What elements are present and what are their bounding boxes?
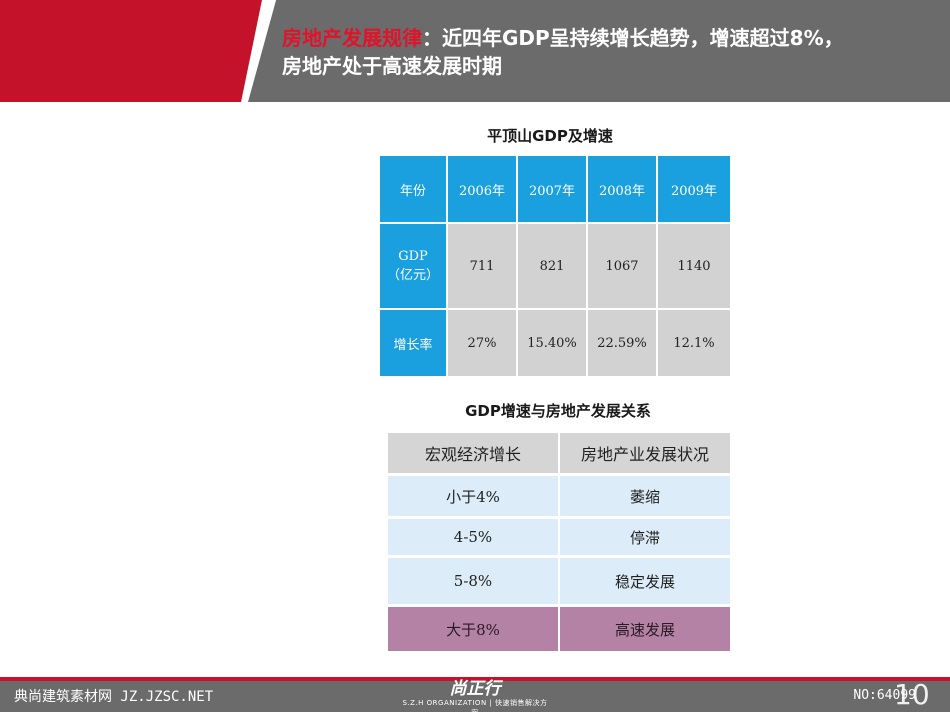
table-row: 4-5% 停滞 bbox=[388, 519, 730, 555]
table-row-highlight: 大于8% 高速发展 bbox=[388, 607, 730, 651]
table-cell: 711 bbox=[448, 224, 516, 308]
table-cell: 萎缩 bbox=[560, 476, 730, 516]
table-cell: 停滞 bbox=[560, 519, 730, 555]
gdp-table: 年份 2006年 2007年 2008年 2009年 GDP （亿元） 711 … bbox=[378, 154, 732, 378]
relation-table: 宏观经济增长 房地产业发展状况 小于4% 萎缩 4-5% 停滞 5-8% 稳定发… bbox=[386, 430, 732, 654]
table-row: 小于4% 萎缩 bbox=[388, 476, 730, 516]
table-row: 5-8% 稳定发展 bbox=[388, 558, 730, 604]
slide-title: 房地产发展规律：近四年GDP呈持续增长趋势，增速超过8%， 房地产处于高速发展时… bbox=[282, 24, 932, 80]
table-cell: 12.1% bbox=[658, 310, 730, 376]
table-cell: 稳定发展 bbox=[560, 558, 730, 604]
row-label-growth: 增长率 bbox=[380, 310, 446, 376]
header-cell: 年份 bbox=[380, 156, 446, 222]
header-cell: 2009年 bbox=[658, 156, 730, 222]
table-cell: 821 bbox=[518, 224, 586, 308]
table-cell: 1067 bbox=[588, 224, 656, 308]
header-red-block bbox=[0, 0, 262, 102]
header-cell: 宏观经济增长 bbox=[388, 433, 558, 473]
logo-subtitle: S.Z.H ORGANIZATION | 快速销售解决方案 bbox=[402, 699, 548, 717]
table-row: GDP （亿元） 711 821 1067 1140 bbox=[380, 224, 730, 308]
footer-red-line bbox=[0, 677, 950, 681]
footer-band bbox=[0, 681, 950, 712]
table-cell: 小于4% bbox=[388, 476, 558, 516]
slide-title-line2: 房地产处于高速发展时期 bbox=[282, 54, 502, 78]
logo-mark: 尚正行 bbox=[449, 679, 501, 699]
slide-title-accent: 房地产发展规律 bbox=[282, 26, 422, 50]
table-cell: 高速发展 bbox=[560, 607, 730, 651]
table-row: 年份 2006年 2007年 2008年 2009年 bbox=[380, 156, 730, 222]
table-cell: 1140 bbox=[658, 224, 730, 308]
gdp-label-line1: GDP bbox=[398, 249, 428, 264]
header-cell: 房地产业发展状况 bbox=[560, 433, 730, 473]
page-number: 10 bbox=[894, 678, 930, 711]
table-row: 增长率 27% 15.40% 22.59% 12.1% bbox=[380, 310, 730, 376]
header-cell: 2006年 bbox=[448, 156, 516, 222]
header-band bbox=[248, 0, 950, 102]
table-cell: 大于8% bbox=[388, 607, 558, 651]
brand-logo: 尚正行 S.Z.H ORGANIZATION | 快速销售解决方案 bbox=[400, 679, 550, 717]
gdp-label-line2: （亿元） bbox=[386, 268, 439, 283]
table-row: 宏观经济增长 房地产业发展状况 bbox=[388, 433, 730, 473]
relation-table-caption: GDP增速与房地产发展关系 bbox=[465, 402, 651, 420]
footer-number: NO:64099 bbox=[853, 688, 916, 703]
table-cell: 27% bbox=[448, 310, 516, 376]
header-cell: 2008年 bbox=[588, 156, 656, 222]
footer-watermark: 典尚建筑素材网 JZ.JZSC.NET bbox=[14, 689, 214, 705]
row-label-gdp: GDP （亿元） bbox=[380, 224, 446, 308]
table-cell: 22.59% bbox=[588, 310, 656, 376]
slide-title-rest: ：近四年GDP呈持续增长趋势，增速超过8%， bbox=[422, 26, 844, 50]
table-cell: 5-8% bbox=[388, 558, 558, 604]
gdp-table-caption: 平顶山GDP及增速 bbox=[487, 127, 613, 145]
table-cell: 4-5% bbox=[388, 519, 558, 555]
header-cell: 2007年 bbox=[518, 156, 586, 222]
table-cell: 15.40% bbox=[518, 310, 586, 376]
